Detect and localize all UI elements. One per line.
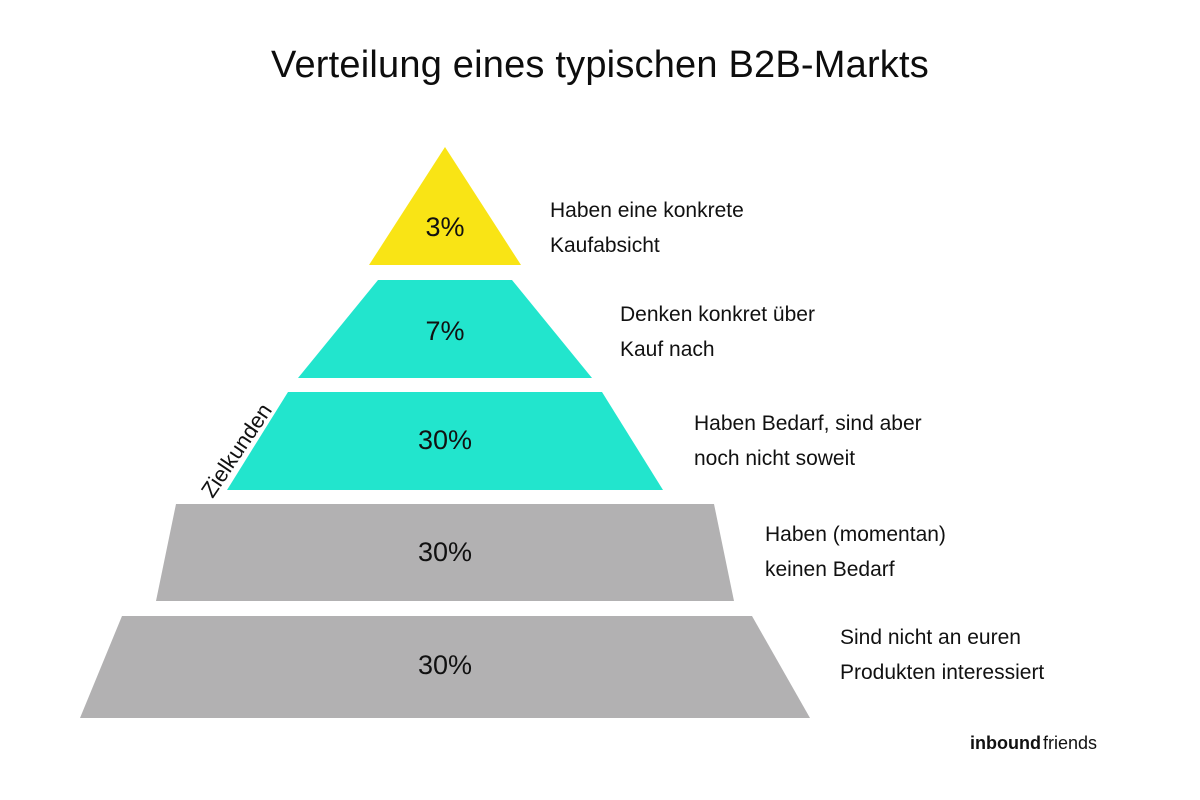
- level-3-line-2: noch nicht soweit: [694, 447, 856, 470]
- level-1-description: Haben eine konkrete Kaufabsicht: [550, 193, 744, 263]
- level-2-line-1: Denken konkret über: [620, 303, 815, 326]
- pyramid-level-4-gray: [156, 504, 734, 601]
- pyramid-level-3-teal: [227, 392, 663, 490]
- pyramid-level-2-teal: [298, 280, 592, 378]
- level-3-description: Haben Bedarf, sind aber noch nicht sowei…: [694, 406, 922, 476]
- pyramid-level-1-yellow: [369, 147, 521, 265]
- level-2-description: Denken konkret über Kauf nach: [620, 297, 815, 367]
- level-1-line-2: Kaufabsicht: [550, 234, 660, 257]
- level-1-percent: 3%: [425, 212, 465, 242]
- level-3-line-1: Haben Bedarf, sind aber: [694, 412, 922, 435]
- level-5-percent: 30%: [417, 650, 473, 680]
- diagram-title: Verteilung eines typischen B2B-Markts: [271, 44, 929, 86]
- brand-logo: inbound friends: [970, 733, 1097, 754]
- level-4-line-2: keinen Bedarf: [765, 558, 895, 581]
- level-1-line-1: Haben eine konkrete: [550, 199, 744, 222]
- level-2-percent: 7%: [425, 316, 465, 346]
- level-2-line-2: Kauf nach: [620, 338, 715, 361]
- level-4-description: Haben (momentan) keinen Bedarf: [765, 517, 946, 587]
- pyramid-level-5-gray: [80, 616, 810, 718]
- level-5-line-2: Produkten interessiert: [840, 661, 1045, 684]
- brand-part-2: friends: [1042, 733, 1098, 753]
- level-5-line-1: Sind nicht an euren: [840, 626, 1021, 649]
- level-3-percent: 30%: [417, 425, 473, 455]
- level-4-percent: 30%: [417, 537, 473, 567]
- brand-part-1: inbound: [970, 733, 1041, 753]
- level-5-description: Sind nicht an euren Produkten interessie…: [840, 620, 1044, 690]
- level-4-line-1: Haben (momentan): [765, 523, 946, 546]
